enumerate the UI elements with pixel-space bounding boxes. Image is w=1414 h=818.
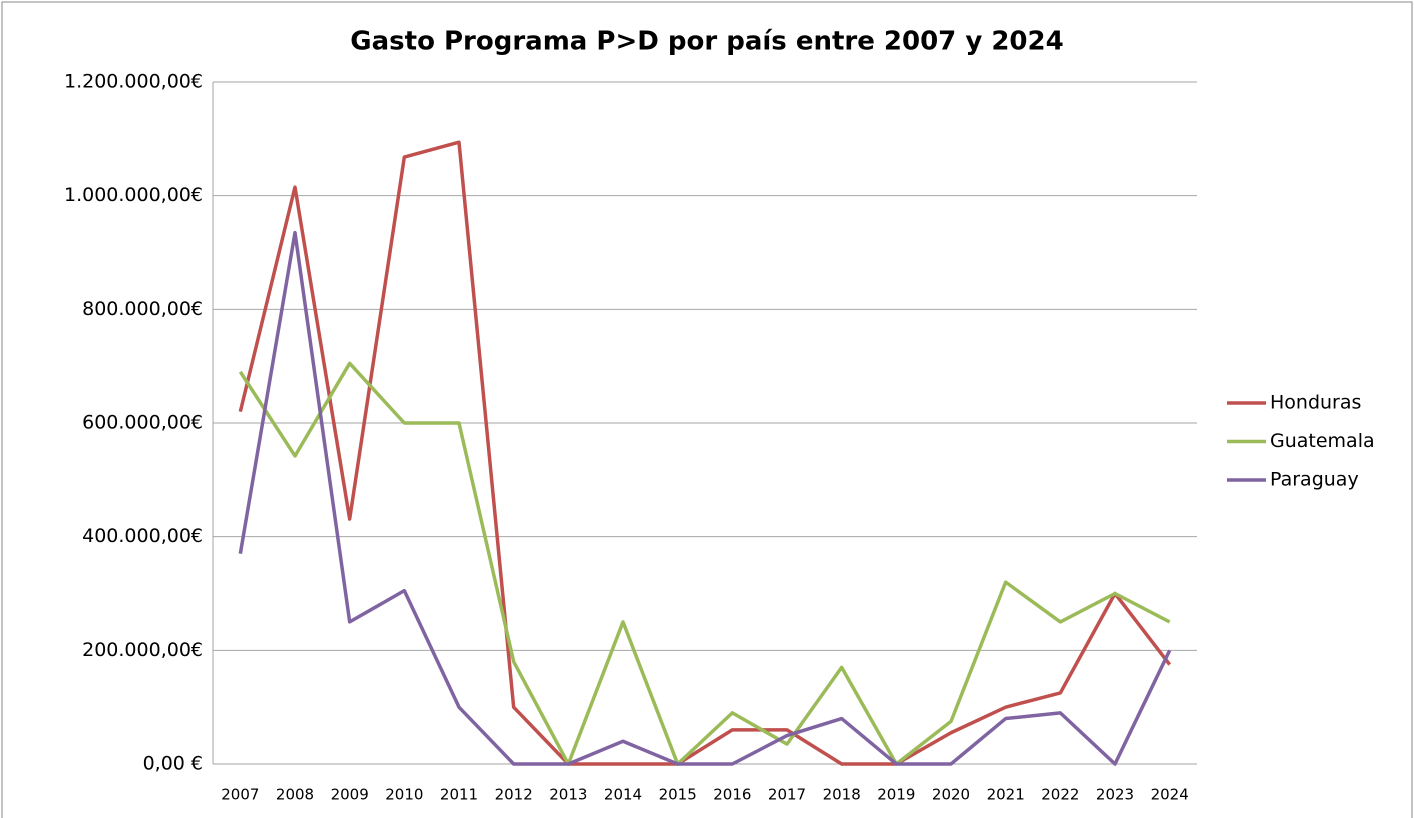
line-series <box>238 140 1172 766</box>
legend-label: Paraguay <box>1270 469 1359 491</box>
line-series <box>238 361 1171 766</box>
y-tick-label: 1.000.000,00€ <box>64 184 203 206</box>
legend-label: Honduras <box>1270 392 1361 414</box>
x-tick-label: 2012 <box>495 786 533 804</box>
y-tick-label: 200.000,00€ <box>82 639 203 661</box>
x-tick-label: 2008 <box>276 786 314 804</box>
x-tick-label: 2010 <box>385 786 423 804</box>
x-tick-label: 2024 <box>1151 786 1189 804</box>
y-tick-label: 400.000,00€ <box>82 525 203 547</box>
y-tick-label: 1.200.000,00€ <box>64 71 203 93</box>
x-tick-label: 2023 <box>1096 786 1134 804</box>
x-tick-label: 2014 <box>604 786 642 804</box>
x-tick-label: 2017 <box>768 786 806 804</box>
y-tick-label: 800.000,00€ <box>82 298 203 320</box>
x-tick-label: 2009 <box>331 786 369 804</box>
legend-label: Guatemala <box>1270 430 1375 452</box>
x-tick-label: 2022 <box>1041 786 1079 804</box>
x-tick-label: 2015 <box>659 786 697 804</box>
x-tick-label: 2011 <box>440 786 478 804</box>
x-tick-label: 2016 <box>713 786 751 804</box>
x-tick-label: 2007 <box>221 786 259 804</box>
line-series <box>238 230 1172 766</box>
x-tick-label: 2021 <box>987 786 1025 804</box>
y-tick-label: 600.000,00€ <box>82 412 203 434</box>
x-tick-label: 2018 <box>823 786 861 804</box>
x-tick-label: 2013 <box>549 786 587 804</box>
x-tick-label: 2020 <box>932 786 970 804</box>
x-tick-label: 2019 <box>877 786 915 804</box>
y-tick-label: 0,00 € <box>143 753 203 775</box>
chart-title: Gasto Programa P>D por país entre 2007 y… <box>350 27 1063 57</box>
